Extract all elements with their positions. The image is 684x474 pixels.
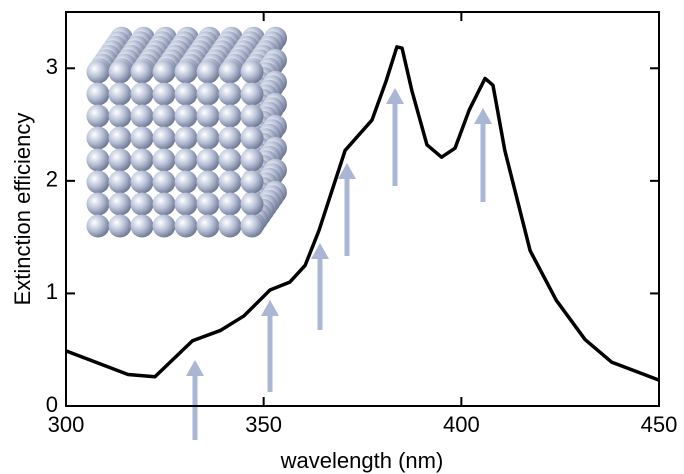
sphere: [152, 104, 176, 128]
sphere: [218, 104, 242, 128]
sphere: [240, 126, 264, 150]
sphere: [152, 82, 176, 106]
plot-frame: [65, 11, 660, 407]
sphere: [130, 126, 154, 150]
sphere: [130, 214, 154, 238]
sphere: [152, 214, 176, 238]
sphere: [218, 214, 242, 238]
sphere: [174, 60, 198, 84]
sphere: [86, 148, 110, 172]
sphere: [196, 148, 220, 172]
y-tick-label: 1: [46, 279, 58, 304]
sphere: [108, 104, 132, 128]
sphere: [108, 192, 132, 216]
sphere: [130, 170, 154, 194]
sphere: [174, 148, 198, 172]
sphere: [130, 82, 154, 106]
sphere: [108, 60, 132, 84]
sphere: [130, 104, 154, 128]
y-tick-label: 3: [46, 54, 58, 79]
sphere: [152, 192, 176, 216]
cube-illustration: [86, 26, 287, 238]
sphere: [240, 104, 264, 128]
arrow-head: [338, 163, 356, 179]
sphere: [86, 192, 110, 216]
x-tick-label: 400: [443, 412, 480, 437]
sphere: [196, 82, 220, 106]
sphere: [174, 170, 198, 194]
sphere: [108, 126, 132, 150]
sphere: [240, 214, 264, 238]
sphere: [174, 214, 198, 238]
arrow-head: [311, 243, 329, 259]
x-tick-label: 300: [48, 412, 85, 437]
sphere: [86, 126, 110, 150]
sphere: [108, 170, 132, 194]
sphere: [108, 82, 132, 106]
sphere: [86, 82, 110, 106]
sphere: [218, 192, 242, 216]
sphere: [174, 104, 198, 128]
x-tick-label: 350: [245, 412, 282, 437]
sphere: [218, 82, 242, 106]
sphere: [240, 170, 264, 194]
sphere: [130, 148, 154, 172]
sphere: [86, 170, 110, 194]
arrow-head: [261, 300, 279, 316]
x-axis-label: wavelength (nm): [280, 448, 444, 473]
data-line: [65, 45, 660, 382]
sphere: [86, 104, 110, 128]
sphere: [130, 192, 154, 216]
sphere: [86, 214, 110, 238]
sphere: [196, 170, 220, 194]
y-tick-label: 0: [46, 392, 58, 417]
arrow-head: [186, 360, 204, 376]
y-axis-label: Extinction efficiency: [10, 113, 35, 306]
sphere: [196, 104, 220, 128]
sphere: [130, 60, 154, 84]
sphere: [218, 148, 242, 172]
arrow: [261, 300, 279, 398]
arrow: [186, 360, 204, 446]
sphere: [218, 60, 242, 84]
sphere: [196, 126, 220, 150]
arrow: [386, 88, 404, 192]
sphere: [108, 214, 132, 238]
sphere: [174, 82, 198, 106]
arrow-head: [386, 88, 404, 104]
sphere: [86, 60, 110, 84]
sphere: [218, 170, 242, 194]
arrow-head: [474, 108, 492, 124]
arrow: [338, 163, 356, 262]
sphere: [196, 60, 220, 84]
sphere: [240, 148, 264, 172]
sphere: [196, 192, 220, 216]
sphere: [174, 126, 198, 150]
sphere: [218, 126, 242, 150]
x-tick-label: 450: [641, 412, 678, 437]
sphere: [174, 192, 198, 216]
arrow: [311, 243, 329, 336]
sphere: [152, 170, 176, 194]
sphere: [152, 60, 176, 84]
sphere: [240, 60, 264, 84]
sphere: [240, 82, 264, 106]
y-tick-label: 2: [46, 167, 58, 192]
arrow: [474, 108, 492, 208]
sphere: [196, 214, 220, 238]
sphere: [240, 192, 264, 216]
sphere: [152, 148, 176, 172]
sphere: [108, 148, 132, 172]
sphere: [152, 126, 176, 150]
